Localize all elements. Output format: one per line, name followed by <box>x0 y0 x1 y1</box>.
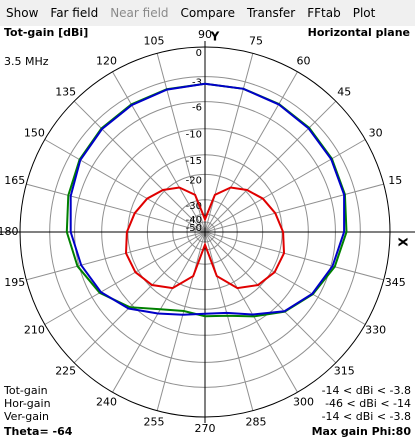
menu-item[interactable]: Far field <box>50 6 99 20</box>
angle-tick-label: 285 <box>245 415 266 428</box>
legend-label: Hor-gain <box>4 397 51 410</box>
angle-grid-line <box>112 71 206 233</box>
frequency: 3.5 MHz <box>4 55 49 68</box>
angle-grid-line <box>73 231 206 364</box>
menu-item[interactable]: Plot <box>352 6 376 20</box>
legend-range: -14 < dBi < -3.8 <box>322 410 411 423</box>
menu-item[interactable]: FFtab <box>307 6 341 20</box>
angle-grid-line <box>204 231 298 393</box>
angle-grid-line <box>204 231 384 281</box>
angle-tick-label: 210 <box>24 324 45 337</box>
angle-tick-label: 120 <box>96 54 117 67</box>
angle-tick-label: 15 <box>388 174 402 187</box>
menu-item[interactable]: Compare <box>180 6 235 20</box>
radial-tick-label: -30 <box>186 201 202 212</box>
radial-tick-label: -20 <box>186 175 202 186</box>
angle-tick-label: 225 <box>55 364 76 377</box>
angle-grid-line <box>44 231 206 325</box>
angle-grid-line <box>73 100 206 233</box>
angle-grid-line <box>204 183 384 233</box>
radial-tick-label: -50 <box>186 223 202 234</box>
angle-grid-line <box>156 231 206 411</box>
angle-tick-label: 45 <box>337 86 351 99</box>
gain-curve <box>124 186 286 290</box>
angle-tick-label: 30 <box>369 127 383 140</box>
angle-grid-line <box>204 71 298 233</box>
angle-tick-label: 75 <box>249 35 263 48</box>
angle-tick-label: 135 <box>55 86 76 99</box>
theta: Theta= -64 <box>4 425 73 438</box>
angle-tick-label: 165 <box>4 174 25 187</box>
angle-grid-line <box>112 231 206 393</box>
angle-grid-line <box>204 139 366 233</box>
radial-tick-label: -6 <box>192 103 202 114</box>
x-axis-label: X <box>396 237 410 247</box>
angle-tick-label: 90 <box>198 28 212 41</box>
radial-tick-label: -40 <box>186 215 202 226</box>
angle-grid-line <box>204 100 337 233</box>
angle-grid-line <box>204 231 366 325</box>
angle-tick-label: 345 <box>385 276 406 289</box>
angle-tick-label: 270 <box>195 422 216 435</box>
angle-tick-label: 240 <box>96 396 117 409</box>
gain-curve <box>69 82 346 316</box>
angle-grid-line <box>44 139 206 233</box>
legend-label: Tot-gain <box>3 384 48 397</box>
angle-tick-label: 195 <box>4 276 25 289</box>
y-axis-label: Y <box>210 30 220 44</box>
angle-tick-label: 150 <box>24 127 45 140</box>
max-gain: Max gain Phi:80 <box>312 425 412 438</box>
angle-tick-label: 315 <box>334 364 355 377</box>
chart-title: Tot-gain [dBi] <box>4 26 88 39</box>
legend-range: -46 < dBi < -14 <box>325 397 411 410</box>
angle-tick-label: 255 <box>144 415 165 428</box>
menu-item: Near field <box>110 6 169 20</box>
angle-grid-line <box>26 231 206 281</box>
radial-tick-label: -3 <box>192 78 202 89</box>
angle-tick-label: 330 <box>365 324 386 337</box>
legend-label: Ver-gain <box>4 410 49 423</box>
angle-tick-label: 300 <box>293 396 314 409</box>
menu-bar: Show Far field Near field Compare Transfer FF… <box>0 0 415 26</box>
angle-grid-line <box>204 231 337 364</box>
radial-tick-label: -10 <box>186 130 202 141</box>
menu-item[interactable]: Show <box>6 6 39 20</box>
chart-subtitle: Horizontal plane <box>308 26 410 39</box>
menu-item[interactable]: Transfer <box>246 6 296 20</box>
angle-tick-label: 60 <box>297 54 311 67</box>
radial-tick-label: 0 <box>196 48 202 59</box>
angle-tick-label: 105 <box>144 35 165 48</box>
legend-range: -14 < dBi < -3.8 <box>322 384 411 397</box>
radial-tick-label: -15 <box>186 156 202 167</box>
angle-grid-line <box>204 231 254 411</box>
angle-grid-line <box>26 183 206 233</box>
